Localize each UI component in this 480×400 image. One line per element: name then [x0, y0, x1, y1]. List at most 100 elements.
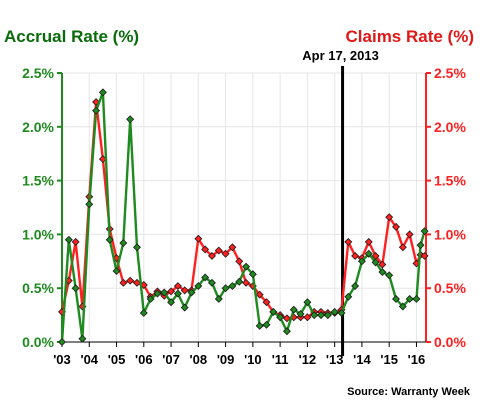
claims-rate-point — [364, 237, 373, 246]
claims-rate-point — [303, 313, 312, 322]
annotation-label: Apr 17, 2013 — [302, 48, 379, 63]
accrual-rate-point — [337, 308, 346, 317]
accrual-rate-point — [112, 267, 121, 275]
accrual-rate-point — [207, 278, 216, 287]
accrual-rate-point — [173, 289, 182, 298]
x-tick-label: '07 — [162, 352, 180, 367]
claims-rate-point — [133, 278, 141, 287]
accrual-rate-point — [282, 327, 291, 336]
accrual-rate-point — [378, 268, 387, 277]
accrual-rate-point — [58, 338, 66, 346]
accrual-rate-point — [420, 227, 429, 236]
accrual-rate-point — [194, 282, 203, 291]
accrual-rate-point — [78, 334, 87, 343]
right-tick-label: 1.0% — [434, 226, 466, 242]
accrual-rate-point — [228, 282, 237, 291]
accrual-rate-point — [153, 289, 162, 298]
axes — [61, 73, 427, 343]
accrual-rate-point — [412, 294, 421, 303]
accrual-rate-point — [201, 273, 210, 282]
x-tick-label: '11 — [272, 352, 289, 367]
accrual-rate-point — [317, 311, 325, 320]
claims-rate-point — [207, 251, 216, 260]
claims-rate-point — [420, 251, 429, 260]
left-axis-ticks: 0.0% 0.5% 1.0% 1.5% 2.0% 2.5% — [22, 65, 62, 350]
accrual-rate-point — [357, 257, 366, 266]
right-axis-ticks: 0.0% 0.5% 1.0% 1.5% 2.0% 2.5% — [426, 65, 466, 350]
accrual-rate-point — [364, 249, 373, 258]
x-tick-label: '03 — [53, 352, 71, 367]
claims-rate-point — [201, 245, 210, 254]
accrual-rate-point — [235, 277, 244, 286]
accrual-rate-point — [262, 320, 271, 329]
claims-rate-point — [228, 243, 237, 252]
accrual-rate-point — [139, 308, 148, 317]
claims-rate-point — [392, 222, 400, 231]
left-tick-label: 1.0% — [22, 226, 54, 242]
left-tick-label: 0.5% — [22, 280, 54, 296]
accrual-rate-point — [92, 106, 101, 115]
claims-rate-point — [194, 234, 203, 243]
claims-rate-point — [221, 249, 230, 258]
accrual-rate-point — [405, 294, 414, 303]
x-tick-label: '06 — [135, 352, 153, 367]
accrual-rate-point — [167, 298, 176, 307]
left-tick-label: 1.5% — [22, 173, 54, 189]
accrual-rate-point — [289, 305, 298, 314]
claims-rate-point — [398, 243, 407, 252]
accrual-rate-point — [303, 298, 312, 307]
accrual-rate-point — [126, 115, 135, 124]
x-tick-label: '13 — [326, 352, 344, 367]
claims-rate-point — [119, 278, 128, 287]
accrual-rate-point — [269, 307, 278, 316]
x-tick-label: '15 — [380, 352, 398, 367]
claims-rate-point — [214, 246, 223, 255]
x-tick-label: '16 — [408, 352, 426, 367]
claims-rate-point — [255, 290, 264, 299]
x-tick-label: '09 — [217, 352, 235, 367]
x-tick-label: '04 — [80, 352, 98, 367]
series — [58, 88, 429, 346]
accrual-rate-point — [392, 294, 400, 303]
source-label: Source: Warranty Week — [347, 386, 471, 398]
right-tick-label: 0.0% — [434, 334, 466, 350]
gridlines — [61, 72, 426, 343]
right-axis-title: Claims Rate (%) — [346, 27, 474, 46]
accrual-rate-point — [416, 241, 425, 250]
claims-rate-point — [180, 286, 189, 295]
left-axis-title: Accrual Rate (%) — [4, 27, 139, 46]
claims-rate-point — [167, 287, 176, 296]
accrual-rate-point — [64, 235, 73, 244]
left-tick-label: 2.0% — [22, 119, 54, 135]
accrual-rate-point — [214, 294, 223, 303]
claims-rate-point — [405, 230, 414, 239]
accrual-rate-point — [371, 258, 380, 267]
accrual-rate-point — [180, 303, 189, 312]
accrual-rate-point — [146, 294, 155, 303]
accrual-rate-point — [344, 292, 353, 301]
claims-rate-point — [173, 282, 182, 291]
accrual-rate-point — [276, 313, 285, 322]
accrual-rate-point — [351, 282, 360, 291]
accrual-rate-point — [330, 307, 339, 316]
x-tick-label: '12 — [299, 352, 317, 367]
x-tick-label: '10 — [244, 352, 262, 367]
accrual-rate-point — [323, 311, 332, 320]
claims-rate-point — [242, 278, 251, 287]
claims-rate-point — [344, 237, 353, 246]
accrual-rate-point — [119, 239, 128, 247]
claims-rate-point — [235, 257, 244, 266]
claims-rate-point — [351, 251, 360, 260]
accrual-rate-point — [85, 200, 94, 209]
right-tick-label: 2.5% — [434, 65, 466, 81]
x-tick-label: '05 — [108, 352, 126, 367]
accrual-rate-point — [296, 310, 305, 318]
right-tick-label: 0.5% — [434, 280, 466, 296]
accrual-rate-point — [398, 302, 407, 311]
left-tick-label: 2.5% — [22, 65, 54, 81]
claims-rate-point — [71, 237, 80, 246]
claims-rate-point — [262, 298, 271, 307]
accrual-rate-point — [255, 321, 264, 330]
accrual-rate-point — [71, 284, 80, 293]
